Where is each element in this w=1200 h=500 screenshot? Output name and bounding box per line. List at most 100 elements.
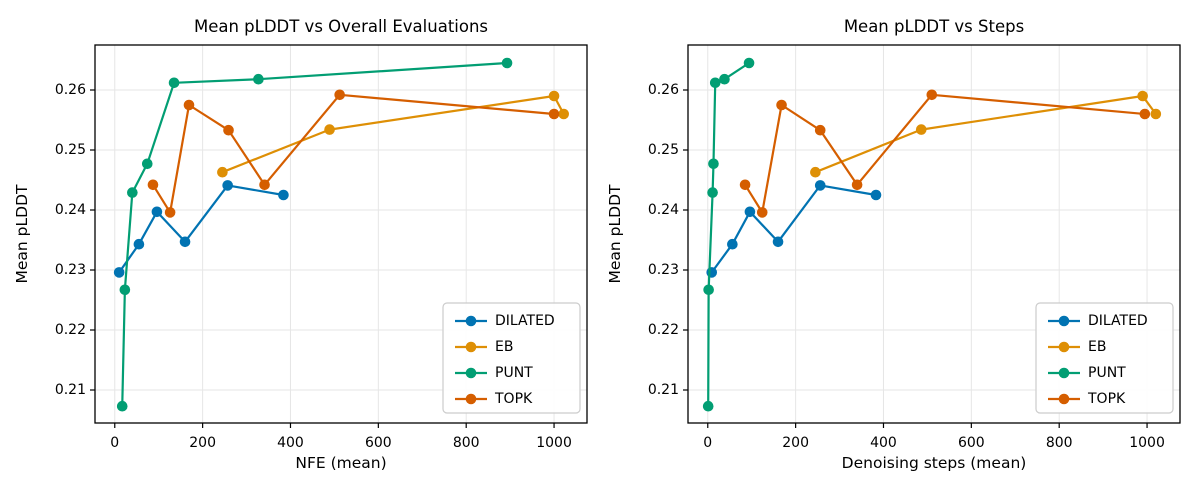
data-point-punt xyxy=(743,57,755,69)
data-point-dilated xyxy=(870,189,882,201)
x-tick-label: 200 xyxy=(189,435,216,451)
y-tick-label: 0.21 xyxy=(55,382,86,398)
data-point-eb xyxy=(810,166,821,178)
y-axis-label: Mean pLDDT xyxy=(13,184,31,284)
data-point-topk xyxy=(147,179,159,191)
legend-marker-dot xyxy=(1058,393,1070,405)
legend-label: PUNT xyxy=(1088,365,1126,381)
data-point-eb xyxy=(217,166,228,178)
legend-item-eb: EB xyxy=(455,339,513,355)
data-point-dilated xyxy=(278,189,289,201)
legend-item-dilated: DILATED xyxy=(455,313,555,329)
data-point-dilated xyxy=(727,238,738,250)
data-point-punt xyxy=(168,77,180,89)
legend-marker-dot xyxy=(1058,341,1070,353)
y-tick-label: 0.26 xyxy=(648,82,679,98)
x-tick-label: 0 xyxy=(703,435,712,451)
legend-label: EB xyxy=(495,339,513,355)
series-line-eb xyxy=(221,94,565,174)
legend: DILATED EB PUNT TOPK xyxy=(442,302,581,414)
legend-marker-dot xyxy=(465,341,477,353)
data-point-punt xyxy=(501,57,513,69)
x-axis-label: Denoising steps (mean) xyxy=(842,454,1027,472)
data-point-dilated xyxy=(222,180,233,191)
data-point-dilated xyxy=(772,236,784,248)
data-point-topk xyxy=(926,89,938,101)
y-axis-label: Mean pLDDT xyxy=(606,184,624,284)
legend-marker-dot xyxy=(465,315,477,327)
legend-item-punt: PUNT xyxy=(1048,365,1126,381)
data-point-punt xyxy=(702,400,714,412)
y-tick-label: 0.23 xyxy=(648,262,679,278)
legend-marker-dot xyxy=(1058,367,1070,379)
data-point-eb xyxy=(324,124,335,135)
data-point-eb xyxy=(1137,90,1148,102)
y-tick-label: 0.24 xyxy=(55,202,86,218)
legend-label: PUNT xyxy=(495,365,533,381)
legend-label: DILATED xyxy=(495,313,555,329)
x-tick-label: 600 xyxy=(365,435,392,451)
line-chart-steps: 0 200 400 600 800 1000 0.21 0.22 0.23 0.24 0.25 0.2… xyxy=(606,17,1181,472)
series-line-dilated xyxy=(118,184,285,274)
legend-label: TOPK xyxy=(494,391,533,407)
data-point-punt xyxy=(253,73,264,85)
chart-title: Mean pLDDT vs Steps xyxy=(844,17,1024,36)
legend-label: EB xyxy=(1088,339,1106,355)
data-point-punt xyxy=(707,187,718,198)
y-tick-label: 0.22 xyxy=(55,322,86,338)
y-tick-label: 0.21 xyxy=(648,382,679,398)
data-point-dilated xyxy=(814,180,826,191)
x-tick-label: 400 xyxy=(870,435,897,451)
data-point-dilated xyxy=(133,238,145,250)
y-tick-label: 0.26 xyxy=(55,82,86,98)
data-point-topk xyxy=(164,207,176,218)
legend-item-punt: PUNT xyxy=(455,365,533,381)
y-tick-label: 0.22 xyxy=(648,322,679,338)
data-point-topk xyxy=(814,124,826,136)
line-chart-nfe: 0 200 400 600 800 1000 0.21 0.22 0.23 0.24 0.25 0.2… xyxy=(13,17,588,472)
legend-item-eb: EB xyxy=(1048,339,1106,355)
data-point-punt xyxy=(703,284,714,296)
x-tick-label: 800 xyxy=(1046,435,1073,451)
legend-label: DILATED xyxy=(1088,313,1148,329)
x-tick-label: 400 xyxy=(277,435,304,451)
x-tick-label: 600 xyxy=(958,435,985,451)
data-point-eb xyxy=(1150,108,1162,120)
data-point-punt xyxy=(141,158,153,170)
data-point-topk xyxy=(548,108,560,120)
data-point-dilated xyxy=(706,267,718,278)
data-point-punt xyxy=(119,284,131,296)
data-point-dilated xyxy=(113,267,125,278)
x-tick-label: 1000 xyxy=(1129,435,1165,451)
x-tick-label: 200 xyxy=(782,435,809,451)
data-point-eb xyxy=(548,90,560,102)
data-point-dilated xyxy=(744,206,756,218)
data-point-dilated xyxy=(151,206,163,218)
data-point-topk xyxy=(739,179,751,191)
legend-box xyxy=(442,302,581,414)
y-tick-label: 0.25 xyxy=(648,142,679,158)
data-point-eb xyxy=(558,108,570,120)
series-line-topk xyxy=(151,93,556,214)
data-point-topk xyxy=(259,179,270,191)
series-line-punt xyxy=(707,61,751,408)
x-tick-label: 0 xyxy=(110,435,119,451)
series-line-dilated xyxy=(710,184,878,274)
y-tick-label: 0.23 xyxy=(55,262,86,278)
chart-title: Mean pLDDT vs Overall Evaluations xyxy=(194,17,488,36)
data-point-topk xyxy=(223,124,234,136)
data-point-topk xyxy=(776,99,787,111)
data-point-punt xyxy=(708,158,719,170)
legend: DILATED EB PUNT TOPK xyxy=(1035,302,1174,414)
data-point-punt xyxy=(719,73,730,85)
data-point-punt xyxy=(709,77,721,89)
data-point-eb xyxy=(915,124,927,135)
series-line-topk xyxy=(744,93,1146,214)
x-tick-label: 800 xyxy=(453,435,480,451)
plot-border xyxy=(94,44,588,424)
series-line-eb xyxy=(814,94,1157,174)
legend-marker-dot xyxy=(465,393,477,405)
legend-item-topk: TOPK xyxy=(1048,391,1126,407)
data-point-topk xyxy=(183,99,195,111)
legend-marker-dot xyxy=(1058,315,1070,327)
